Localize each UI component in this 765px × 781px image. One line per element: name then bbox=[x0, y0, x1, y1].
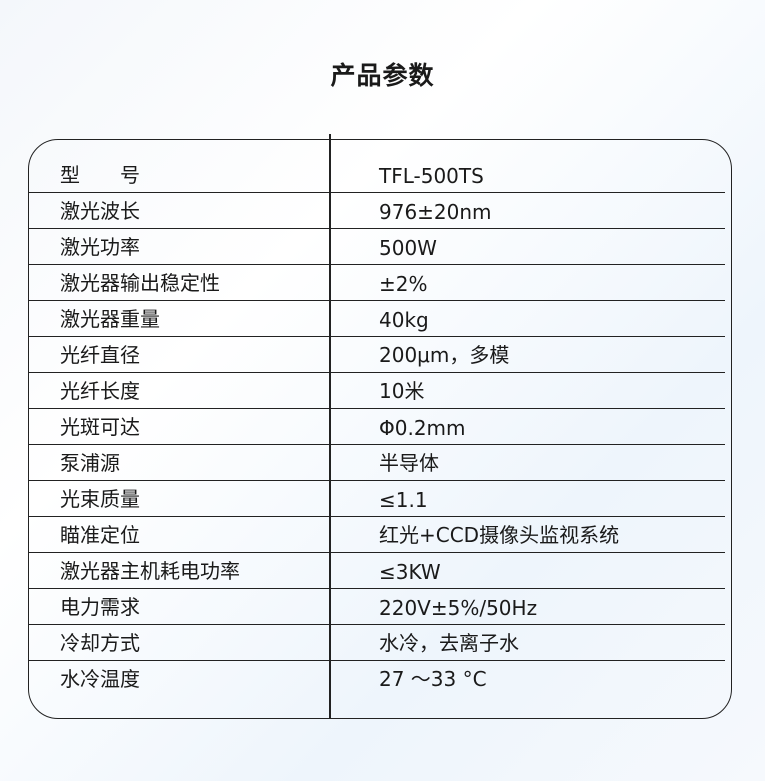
spec-value: 水冷，去离子水 bbox=[379, 631, 519, 655]
spec-value: ≤3KW bbox=[379, 560, 441, 584]
spec-value: Φ0.2mm bbox=[379, 416, 466, 440]
column-divider bbox=[329, 134, 331, 719]
table-row: 激光波长 976±20nm bbox=[28, 193, 725, 229]
spec-value: ≤1.1 bbox=[379, 488, 428, 512]
table-row: 光纤直径 200μm，多模 bbox=[28, 337, 725, 373]
spec-label: 激光器输出稳定性 bbox=[60, 271, 220, 295]
row-divider bbox=[28, 407, 725, 409]
row-divider bbox=[28, 623, 725, 625]
spec-value: 220V±5%/50Hz bbox=[379, 596, 538, 620]
row-divider bbox=[28, 443, 725, 445]
spec-label: 激光功率 bbox=[60, 235, 140, 259]
spec-label: 光束质量 bbox=[60, 487, 140, 511]
table-row: 光纤长度 10米 bbox=[28, 373, 725, 409]
spec-value: 200μm，多模 bbox=[379, 343, 510, 367]
spec-label: 激光器重量 bbox=[60, 307, 160, 331]
table-row: 电力需求 220V±5%/50Hz bbox=[28, 589, 725, 625]
table-row: 瞄准定位 红光+CCD摄像头监视系统 bbox=[28, 517, 725, 553]
spec-value: TFL-500TS bbox=[379, 164, 484, 188]
table-row: 水冷温度 27 ～33 °C bbox=[28, 661, 725, 697]
spec-label: 光斑可达 bbox=[60, 415, 140, 439]
spec-value: 10米 bbox=[379, 379, 425, 403]
spec-label: 激光波长 bbox=[60, 199, 140, 223]
spec-value: 半导体 bbox=[379, 451, 439, 475]
spec-label: 型 号 bbox=[60, 163, 140, 187]
row-divider bbox=[28, 551, 725, 553]
spec-label: 光纤长度 bbox=[60, 379, 140, 403]
row-divider bbox=[28, 659, 725, 661]
table-row: 激光器重量 40kg bbox=[28, 301, 725, 337]
table-row: 型 号 TFL-500TS bbox=[28, 157, 725, 193]
row-divider bbox=[28, 263, 725, 265]
row-divider bbox=[28, 191, 725, 193]
table-row: 光斑可达 Φ0.2mm bbox=[28, 409, 725, 445]
spec-label: 激光器主机耗电功率 bbox=[60, 559, 240, 583]
row-divider bbox=[28, 299, 725, 301]
spec-table bbox=[28, 139, 732, 719]
row-divider bbox=[28, 587, 725, 589]
spec-label: 瞄准定位 bbox=[60, 523, 140, 547]
spec-value: ±2% bbox=[379, 272, 428, 296]
spec-value: 500W bbox=[379, 236, 437, 260]
row-divider bbox=[28, 227, 725, 229]
spec-label: 电力需求 bbox=[60, 595, 140, 619]
table-row: 激光器输出稳定性 ±2% bbox=[28, 265, 725, 301]
row-divider bbox=[28, 479, 725, 481]
table-row: 激光器主机耗电功率 ≤3KW bbox=[28, 553, 725, 589]
spec-value: 27 ～33 °C bbox=[379, 667, 487, 691]
row-divider bbox=[28, 515, 725, 517]
table-row: 泵浦源 半导体 bbox=[28, 445, 725, 481]
spec-label: 泵浦源 bbox=[60, 451, 120, 475]
spec-value: 红光+CCD摄像头监视系统 bbox=[379, 523, 620, 547]
spec-value: 976±20nm bbox=[379, 200, 492, 224]
row-divider bbox=[28, 335, 725, 337]
table-row: 冷却方式 水冷，去离子水 bbox=[28, 625, 725, 661]
spec-label: 光纤直径 bbox=[60, 343, 140, 367]
spec-label: 冷却方式 bbox=[60, 631, 140, 655]
spec-value: 40kg bbox=[379, 308, 429, 332]
page-title: 产品参数 bbox=[330, 61, 435, 90]
table-row: 光束质量 ≤1.1 bbox=[28, 481, 725, 517]
spec-label: 水冷温度 bbox=[60, 667, 140, 691]
table-row: 激光功率 500W bbox=[28, 229, 725, 265]
row-divider bbox=[28, 371, 725, 373]
